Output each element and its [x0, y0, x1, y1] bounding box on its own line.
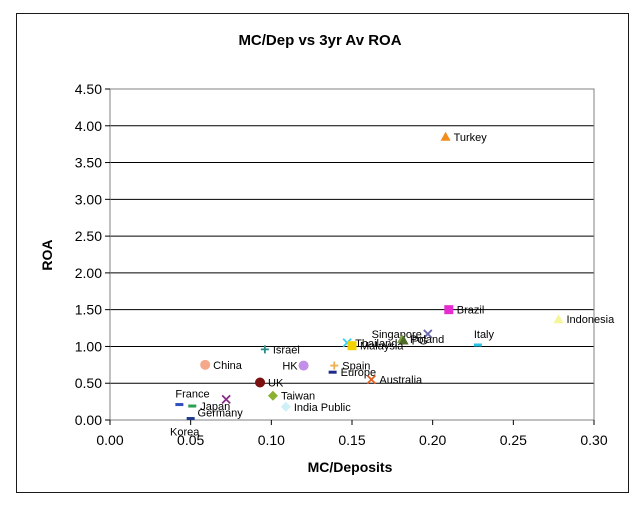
point-label-poland: Poland — [410, 334, 444, 346]
point-label-china: China — [213, 360, 243, 372]
x-tick-label: 0.25 — [500, 432, 527, 448]
point-label-india-public: India Public — [294, 402, 351, 414]
point-italy — [473, 343, 482, 347]
point-uk — [255, 377, 266, 388]
point-pg — [398, 335, 409, 345]
x-axis-ticks: 0.00 0.05 0.10 0.15 0.20 0.25 0.30 — [96, 420, 608, 448]
point-label-spain: Spain — [342, 361, 370, 373]
point-taiwan — [267, 390, 278, 401]
point-china — [200, 359, 211, 370]
y-tick-label: 2.00 — [75, 265, 102, 281]
point-label-korea: Korea — [170, 427, 200, 439]
x-tick-label: 0.15 — [338, 432, 365, 448]
x-axis-title: MC/Deposits — [308, 459, 393, 475]
point-label-italy: Italy — [474, 329, 495, 341]
point-label-thailand: Thailand — [355, 338, 397, 350]
y-tick-label: 4.50 — [75, 81, 102, 97]
point-germany — [221, 394, 231, 405]
x-tick-label: 0.20 — [419, 432, 446, 448]
y-tick-label: 2.50 — [75, 228, 102, 244]
point-label-israel: Israel — [273, 344, 300, 356]
point-turkey — [440, 131, 451, 141]
point-label-indonesia: Indonesia — [567, 314, 616, 326]
point-singapore — [423, 329, 433, 339]
point-korea — [186, 417, 195, 421]
point-indonesia — [553, 314, 564, 324]
y-tick-label: 3.50 — [75, 155, 102, 171]
point-label-brazil: Brazil — [457, 305, 485, 317]
point-brazil — [444, 305, 454, 315]
chart-frame — [16, 13, 629, 493]
point-malaysia — [347, 341, 357, 351]
point-label-uk: UK — [268, 377, 284, 389]
y-tick-label: 0.00 — [75, 412, 102, 428]
x-tick-label: 0.05 — [177, 432, 204, 448]
x-tick-label: 0.10 — [258, 432, 285, 448]
point-india-public — [280, 401, 291, 412]
data-points: Turkey Brazil Indonesia Singapore Italy Polan… — [170, 131, 616, 439]
point-label-malaysia: Malaysia — [360, 341, 404, 353]
y-axis-ticks: 0.00 0.50 1.00 1.50 2.00 2.50 3.00 3.50 4.00 4.50 — [75, 81, 110, 428]
y-tick-label: 4.00 — [75, 118, 102, 134]
point-label-singapore: Singapore — [372, 329, 422, 341]
x-tick-label: 0.00 — [96, 432, 123, 448]
y-tick-label: 3.00 — [75, 191, 102, 207]
point-japan — [188, 404, 197, 408]
point-label-taiwan: Taiwan — [281, 391, 315, 403]
point-spain — [330, 361, 339, 370]
point-israel — [260, 345, 269, 354]
point-australia — [366, 374, 376, 385]
point-europe — [328, 370, 337, 374]
point-hk — [298, 360, 309, 371]
gridlines — [110, 88, 594, 384]
y-tick-label: 0.50 — [75, 375, 102, 391]
point-label-pg: PG — [412, 336, 428, 348]
point-label-turkey: Turkey — [454, 132, 488, 144]
point-label-hk: HK — [282, 361, 298, 373]
point-label-australia: Australia — [379, 375, 423, 387]
y-axis-title: ROA — [39, 239, 55, 270]
point-label-europe: Europe — [341, 367, 376, 379]
y-tick-label: 1.00 — [75, 338, 102, 354]
point-label-france: France — [175, 389, 209, 401]
point-france — [175, 403, 184, 407]
point-label-germany: Germany — [198, 407, 244, 419]
point-label-japan: Japan — [200, 401, 230, 413]
x-tick-label: 0.30 — [580, 432, 607, 448]
chart-title: MC/Dep vs 3yr Av ROA — [238, 32, 401, 49]
y-tick-label: 1.50 — [75, 302, 102, 318]
